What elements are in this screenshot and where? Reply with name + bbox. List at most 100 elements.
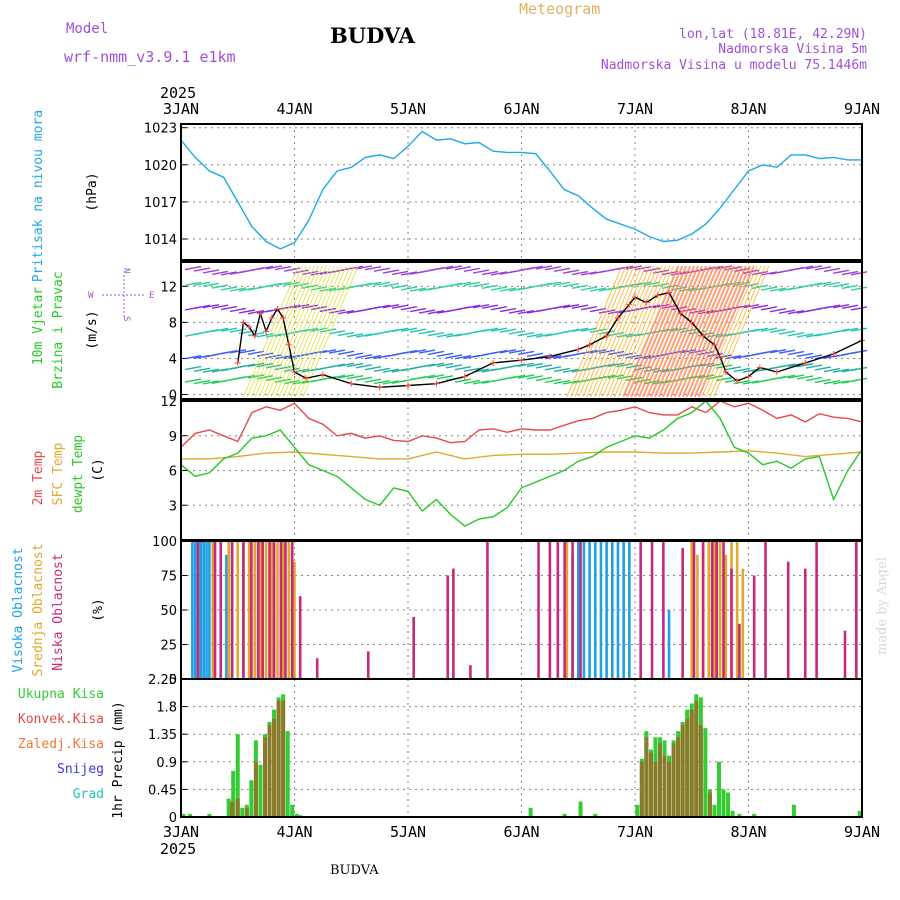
precip-bar bbox=[188, 813, 193, 817]
wind-barb bbox=[742, 380, 760, 385]
wind-barb bbox=[184, 378, 202, 383]
precip-bar bbox=[671, 743, 676, 817]
wind-barb bbox=[850, 349, 868, 355]
wind-barb bbox=[490, 349, 508, 355]
wind-point bbox=[405, 382, 411, 389]
wind-barb bbox=[787, 309, 805, 315]
wind-barb bbox=[481, 304, 499, 309]
compass-cross bbox=[102, 275, 146, 318]
wind-barb bbox=[580, 271, 598, 276]
wind-barb-strong bbox=[594, 265, 651, 398]
wind-barb bbox=[355, 333, 373, 338]
wind-title: 10m Vjetar bbox=[31, 287, 46, 365]
wind-barb bbox=[427, 374, 445, 379]
model-elevation-label: Nadmorska Visina u modelu 75.1446m bbox=[601, 58, 867, 73]
cloud-bar bbox=[701, 541, 705, 679]
wind-barb bbox=[247, 309, 265, 315]
wind-barb bbox=[652, 269, 670, 274]
wind-point bbox=[654, 292, 661, 299]
wind-point bbox=[756, 364, 763, 371]
legend-total: Ukupna Kisa bbox=[18, 687, 104, 702]
x-tick-label: 9JAN bbox=[844, 823, 880, 841]
cloud-bar bbox=[211, 541, 215, 679]
wind-point bbox=[734, 377, 741, 384]
wind-barb bbox=[562, 282, 580, 288]
wind-barb-strong bbox=[278, 265, 335, 398]
series-line-sfc_temp bbox=[181, 450, 863, 460]
wind-barb-strong bbox=[606, 265, 663, 398]
wind-barb bbox=[472, 380, 490, 385]
wind-barb-strong bbox=[681, 265, 738, 398]
footer-location: BUDVA bbox=[330, 863, 379, 878]
cloud-bar bbox=[815, 541, 818, 679]
precip-bar bbox=[694, 700, 699, 817]
wind-barb bbox=[373, 304, 391, 309]
x-tick-label: 9JAN bbox=[844, 100, 880, 118]
wind-subtitle: Brzina i Pravac bbox=[51, 271, 66, 388]
wind-barb bbox=[742, 303, 760, 309]
y-tick-label: 50 bbox=[160, 604, 177, 619]
cloud-unit: (%) bbox=[91, 598, 106, 621]
wind-barb bbox=[238, 349, 256, 354]
wind-barb-strong bbox=[690, 265, 747, 398]
cloud-bar bbox=[571, 541, 574, 679]
wind-barb-strong bbox=[570, 265, 627, 398]
wind-barb bbox=[535, 265, 553, 270]
legend-conv: Konvek.Kisa bbox=[18, 712, 104, 727]
wind-barb-strong bbox=[294, 265, 351, 398]
wind-barb-strong bbox=[697, 265, 754, 398]
wind-barb bbox=[400, 349, 418, 355]
precip-bar bbox=[230, 801, 235, 817]
wind-barb bbox=[409, 307, 427, 313]
wind-barb bbox=[634, 266, 652, 271]
precip-bar bbox=[593, 813, 598, 817]
cloud-bar bbox=[202, 541, 205, 679]
wind-point bbox=[319, 371, 326, 378]
y-tick-label: 1.35 bbox=[148, 728, 177, 743]
wind-barb bbox=[211, 284, 229, 289]
wind-barb bbox=[526, 352, 544, 357]
cloud-bar bbox=[261, 541, 265, 679]
cloud-bar bbox=[236, 541, 240, 679]
precip-bar bbox=[207, 813, 212, 817]
precip-bar bbox=[857, 810, 862, 817]
wind-barb-strong bbox=[258, 265, 315, 398]
precip-bar bbox=[181, 813, 186, 817]
panel-frame bbox=[180, 123, 863, 261]
wind-barb-strong bbox=[627, 265, 684, 398]
x-tick-label: 5JAN bbox=[390, 823, 426, 841]
wind-point bbox=[626, 301, 633, 308]
wind-barb bbox=[427, 362, 445, 367]
wind-barb bbox=[778, 309, 796, 314]
panel-pressure: 1014 1017 1020 1023 bbox=[144, 122, 863, 261]
wind-barb bbox=[499, 328, 517, 333]
wind-point bbox=[433, 380, 440, 387]
y-tick-label: 25 bbox=[160, 639, 177, 654]
wind-barb-strong bbox=[653, 265, 710, 398]
wind-barb bbox=[328, 309, 346, 314]
wind-barb bbox=[193, 304, 211, 310]
product-title: Meteogram bbox=[519, 0, 600, 18]
wind-barb-strong bbox=[633, 265, 690, 398]
wind-barb bbox=[211, 327, 229, 333]
x-tick-label: 5JAN bbox=[390, 100, 426, 118]
wind-point bbox=[246, 323, 253, 330]
wind-barb bbox=[841, 270, 859, 276]
wind-barb bbox=[616, 375, 634, 380]
precip-legend: Ukupna Kisa Konvek.Kisa Zaledj.Kisa Snij… bbox=[18, 687, 104, 802]
cloud-bar bbox=[843, 630, 847, 679]
x-tick-label: 6JAN bbox=[503, 823, 539, 841]
wind-barb bbox=[553, 304, 571, 309]
wind-barb bbox=[814, 378, 832, 384]
year-top: 2025 bbox=[160, 84, 196, 102]
wind-barb bbox=[202, 269, 220, 274]
wind-barb bbox=[355, 354, 373, 359]
precip-bar bbox=[240, 807, 245, 817]
wind-barb bbox=[832, 368, 850, 373]
panel-precip: 0 0.45 0.9 1.35 1.8 2.25 bbox=[148, 673, 863, 826]
wind-point bbox=[348, 380, 355, 387]
wind-barb bbox=[436, 352, 454, 357]
cloud-bar bbox=[605, 541, 608, 679]
wind-barb bbox=[328, 363, 346, 368]
cloud-bar bbox=[242, 541, 245, 679]
